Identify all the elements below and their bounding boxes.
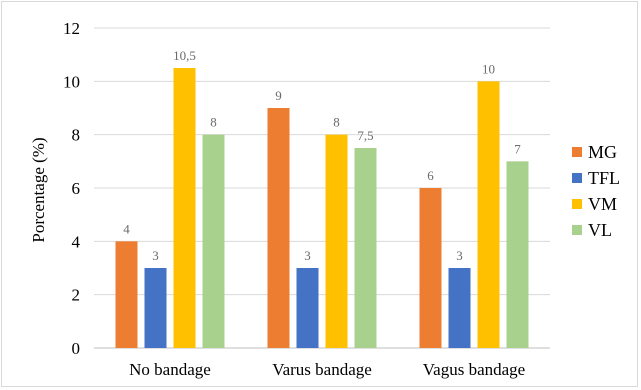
data-label-tfl: 3: [456, 248, 463, 263]
bar-mg: [419, 188, 442, 348]
legend-label-tfl: TFL: [588, 168, 620, 188]
y-tick-label: 2: [72, 286, 81, 305]
category-label: No bandage: [129, 360, 211, 379]
y-tick-label: 4: [72, 232, 81, 251]
y-axis-label: Porcentage (%): [29, 137, 48, 242]
legend-swatch-tfl: [572, 173, 582, 183]
data-label-tfl: 3: [152, 248, 159, 263]
y-tick-label: 10: [63, 72, 80, 91]
y-tick-label: 0: [72, 339, 81, 358]
bars: [115, 68, 529, 348]
legend-label-vl: VL: [588, 220, 612, 240]
data-label-mg: 6: [427, 168, 434, 183]
data-label-vl: 7: [514, 141, 521, 156]
bar-tfl: [448, 268, 471, 348]
bar-vl: [202, 134, 225, 348]
legend-label-vm: VM: [588, 194, 617, 214]
legend-swatch-mg: [572, 147, 582, 157]
y-tick-label: 12: [63, 19, 80, 38]
bar-vm: [325, 134, 348, 348]
y-tick-label: 6: [72, 179, 81, 198]
legend: MG TFL VM VL: [572, 142, 620, 240]
bar-vl: [506, 161, 529, 348]
data-label-vl: 8: [210, 115, 217, 130]
data-labels: 4 3 10,5 8 9 3 8 7,5 6 3 10 7: [123, 48, 521, 263]
data-label-mg: 9: [275, 88, 282, 103]
bar-vm: [173, 68, 196, 348]
y-tick-labels: 0 2 4 6 8 10 12: [63, 19, 81, 358]
bar-tfl: [296, 268, 319, 348]
data-label-vm: 10: [482, 61, 495, 76]
y-tick-label: 8: [72, 126, 81, 145]
bar-mg: [267, 108, 290, 348]
data-label-vm: 8: [333, 115, 340, 130]
data-label-vm: 10,5: [173, 48, 196, 63]
bar-vm: [477, 81, 500, 348]
category-labels: No bandage Varus bandage Vagus bandage: [129, 360, 525, 379]
gridlines: [94, 27, 550, 349]
legend-swatch-vm: [572, 199, 582, 209]
data-label-vl: 7,5: [357, 128, 373, 143]
bar-vl: [354, 148, 377, 348]
data-label-tfl: 3: [304, 248, 311, 263]
category-label: Vagus bandage: [423, 360, 525, 379]
category-label: Varus bandage: [272, 360, 372, 379]
bar-tfl: [144, 268, 167, 348]
bar-mg: [115, 241, 138, 348]
legend-swatch-vl: [572, 225, 582, 235]
legend-label-mg: MG: [588, 142, 617, 162]
data-label-mg: 4: [123, 221, 130, 236]
